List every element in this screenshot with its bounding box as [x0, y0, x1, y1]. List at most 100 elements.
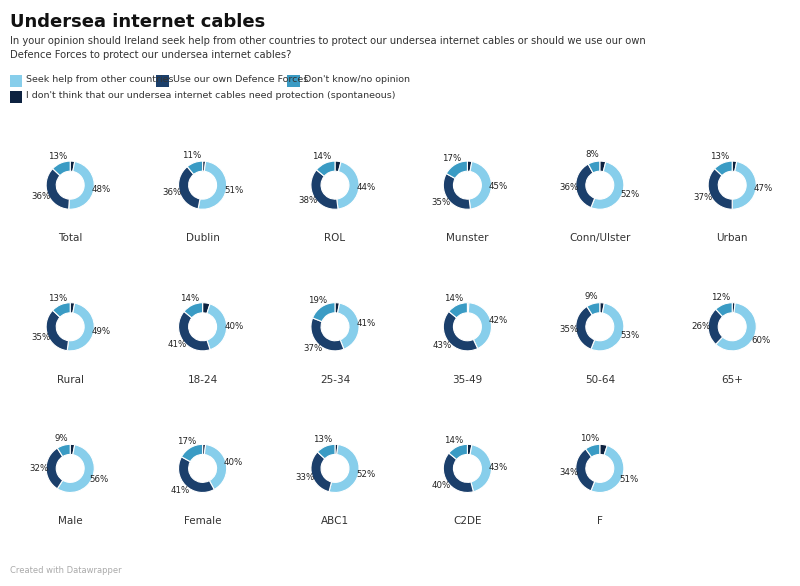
- Text: 25-34: 25-34: [320, 374, 350, 384]
- Text: Male: Male: [58, 516, 82, 526]
- Wedge shape: [178, 457, 214, 492]
- Wedge shape: [716, 303, 756, 351]
- Wedge shape: [311, 452, 331, 492]
- Text: 43%: 43%: [489, 463, 508, 472]
- Wedge shape: [207, 304, 226, 350]
- Text: 36%: 36%: [559, 183, 578, 192]
- Text: 48%: 48%: [92, 185, 111, 193]
- Text: 41%: 41%: [167, 340, 186, 349]
- Text: 9%: 9%: [584, 292, 598, 301]
- Wedge shape: [467, 161, 472, 172]
- Text: 45%: 45%: [489, 182, 508, 190]
- Text: 60%: 60%: [751, 336, 770, 345]
- Text: 51%: 51%: [620, 475, 639, 483]
- Wedge shape: [58, 445, 94, 492]
- Text: 33%: 33%: [295, 473, 314, 482]
- Wedge shape: [53, 303, 70, 317]
- Text: 52%: 52%: [356, 470, 375, 479]
- Wedge shape: [198, 161, 226, 209]
- Wedge shape: [337, 162, 359, 209]
- Text: 36%: 36%: [31, 192, 50, 201]
- Text: 17%: 17%: [177, 437, 196, 446]
- Wedge shape: [204, 445, 226, 489]
- Wedge shape: [600, 161, 606, 172]
- Wedge shape: [449, 303, 467, 318]
- Text: Dublin: Dublin: [186, 233, 219, 243]
- Wedge shape: [46, 448, 62, 489]
- Wedge shape: [178, 166, 200, 209]
- Wedge shape: [184, 303, 202, 318]
- Wedge shape: [178, 311, 210, 351]
- Wedge shape: [708, 169, 732, 209]
- Wedge shape: [313, 303, 335, 322]
- Text: 53%: 53%: [620, 331, 639, 340]
- Text: ROL: ROL: [325, 233, 346, 243]
- Wedge shape: [443, 311, 478, 351]
- Wedge shape: [588, 161, 600, 173]
- Text: 52%: 52%: [620, 190, 639, 199]
- Text: 10%: 10%: [581, 434, 600, 443]
- Text: 13%: 13%: [48, 294, 67, 302]
- Text: 50-64: 50-64: [585, 374, 615, 384]
- Wedge shape: [53, 161, 70, 176]
- Wedge shape: [202, 303, 210, 314]
- Text: 42%: 42%: [489, 316, 508, 325]
- Wedge shape: [335, 444, 338, 455]
- Wedge shape: [202, 161, 206, 171]
- Wedge shape: [468, 303, 491, 349]
- Wedge shape: [576, 449, 594, 491]
- Wedge shape: [467, 303, 469, 313]
- Text: 34%: 34%: [559, 468, 578, 477]
- Wedge shape: [576, 306, 594, 349]
- Text: 38%: 38%: [298, 196, 317, 205]
- Wedge shape: [70, 444, 74, 455]
- Wedge shape: [600, 444, 607, 455]
- Wedge shape: [732, 161, 737, 172]
- Text: 26%: 26%: [691, 322, 710, 331]
- Text: 51%: 51%: [224, 186, 243, 195]
- Text: 56%: 56%: [90, 475, 109, 485]
- Text: 37%: 37%: [303, 345, 322, 353]
- Text: Seek help from other countries: Seek help from other countries: [26, 75, 174, 84]
- Text: 17%: 17%: [442, 154, 461, 163]
- Text: 19%: 19%: [308, 297, 327, 305]
- Wedge shape: [587, 303, 600, 315]
- Wedge shape: [576, 164, 594, 207]
- Text: Created with Datawrapper: Created with Datawrapper: [10, 567, 122, 575]
- Wedge shape: [311, 170, 338, 209]
- Wedge shape: [182, 444, 202, 462]
- Wedge shape: [70, 161, 74, 172]
- Wedge shape: [202, 444, 206, 455]
- Text: Urban: Urban: [717, 233, 748, 243]
- Wedge shape: [58, 444, 70, 456]
- Wedge shape: [467, 444, 472, 455]
- Wedge shape: [449, 444, 467, 459]
- Text: Undersea internet cables: Undersea internet cables: [10, 13, 265, 31]
- Wedge shape: [446, 161, 467, 179]
- Wedge shape: [732, 303, 735, 313]
- Text: 37%: 37%: [694, 193, 713, 202]
- Text: 49%: 49%: [91, 327, 110, 336]
- Wedge shape: [338, 303, 359, 349]
- Wedge shape: [67, 303, 94, 351]
- Wedge shape: [187, 161, 202, 175]
- Text: 8%: 8%: [585, 151, 599, 159]
- Wedge shape: [714, 161, 732, 176]
- Text: 14%: 14%: [312, 152, 331, 161]
- Text: 40%: 40%: [224, 322, 243, 331]
- Text: 12%: 12%: [711, 293, 730, 302]
- Text: 41%: 41%: [171, 486, 190, 495]
- Text: 35%: 35%: [432, 198, 451, 207]
- Text: 13%: 13%: [48, 152, 67, 161]
- Wedge shape: [335, 303, 339, 313]
- Text: 14%: 14%: [180, 294, 199, 303]
- Wedge shape: [317, 161, 335, 176]
- Wedge shape: [716, 303, 732, 316]
- Text: 14%: 14%: [445, 435, 464, 445]
- Text: 41%: 41%: [357, 319, 376, 328]
- Wedge shape: [69, 162, 94, 209]
- Wedge shape: [591, 445, 624, 492]
- Text: 13%: 13%: [710, 152, 730, 161]
- Wedge shape: [443, 453, 474, 492]
- Wedge shape: [46, 169, 70, 209]
